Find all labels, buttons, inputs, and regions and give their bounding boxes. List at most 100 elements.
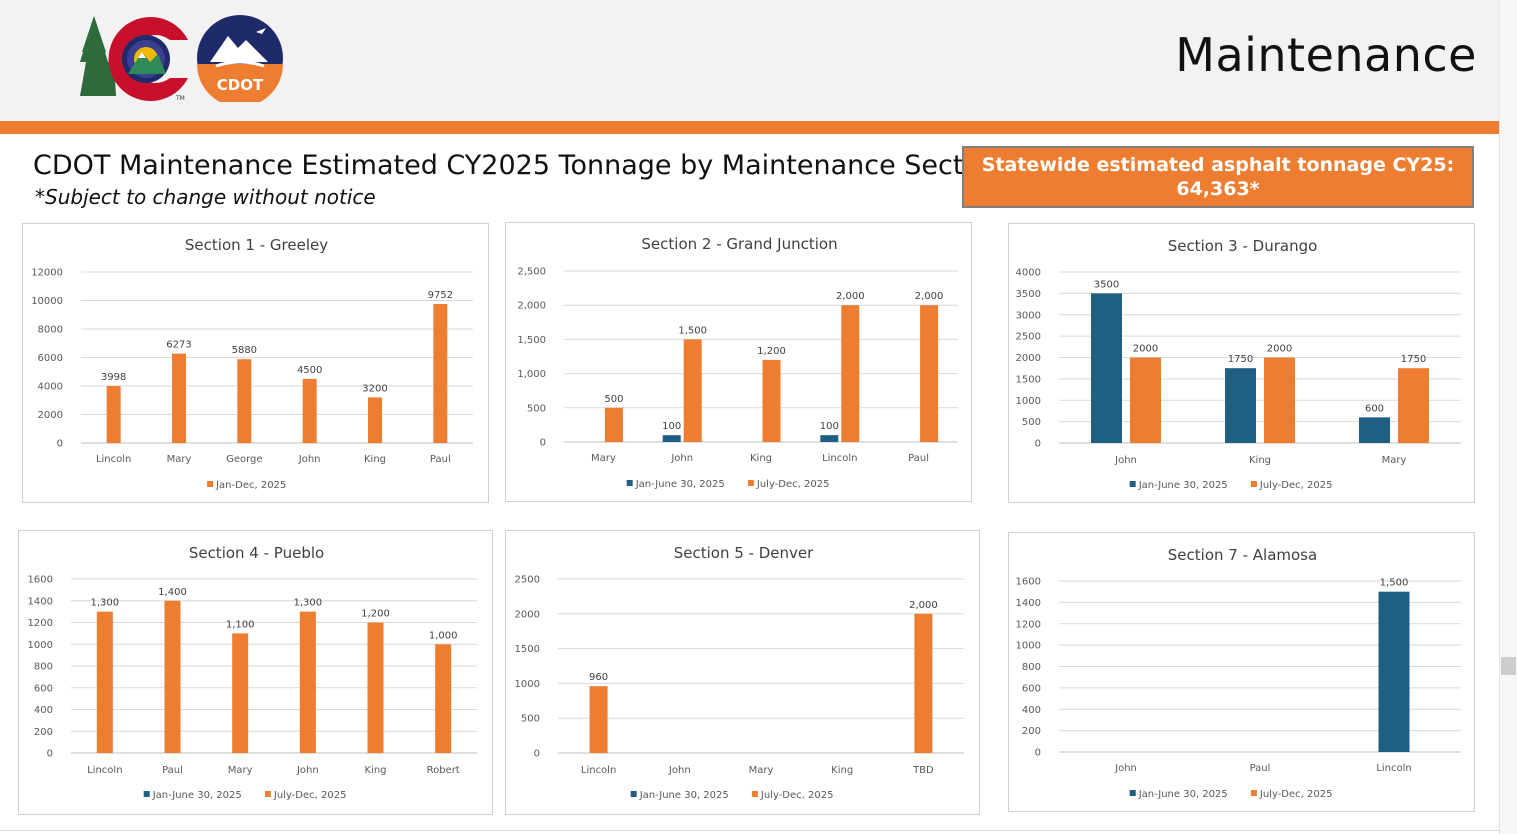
data-label: 2,000 xyxy=(915,291,944,302)
data-label: 1,000 xyxy=(429,630,458,641)
y-tick-label: 1600 xyxy=(28,575,53,586)
bar xyxy=(920,305,939,442)
data-label: 9752 xyxy=(428,290,453,301)
x-tick-label: Lincoln xyxy=(581,765,616,776)
y-tick-label: 400 xyxy=(34,705,53,716)
legend-swatch xyxy=(1129,481,1136,487)
chart-panel-section-7: Section 7 - Alamosa 0 200 400 600 800 1000 1200… xyxy=(1008,532,1475,812)
y-tick-label: 1400 xyxy=(28,596,53,607)
bar xyxy=(1359,417,1390,443)
bar xyxy=(106,386,121,443)
y-tick-label: 800 xyxy=(1022,662,1041,673)
legend-label: July-Dec, 2025 xyxy=(1259,789,1333,800)
x-tick-label: John xyxy=(1114,763,1137,774)
y-tick-label: 500 xyxy=(1022,417,1041,428)
bar xyxy=(302,378,317,443)
legend-swatch xyxy=(630,791,637,797)
chart-title: Section 2 - Grand Junction xyxy=(641,235,837,253)
y-tick-label: 4000 xyxy=(1016,268,1041,279)
y-tick-label: 1200 xyxy=(1016,619,1041,630)
bar xyxy=(435,644,452,753)
bar xyxy=(368,397,382,443)
report-subtitle: *Subject to change without notice xyxy=(35,185,376,209)
statewide-tonnage-callout: Statewide estimated asphalt tonnage CY25… xyxy=(962,146,1474,208)
data-label: 6273 xyxy=(166,340,191,351)
y-tick-label: 400 xyxy=(1022,705,1041,716)
chart-svg: Section 2 - Grand Junction 0 500 1,000 1,500… xyxy=(517,235,958,490)
chart-title: Section 5 - Denver xyxy=(674,544,814,562)
bar xyxy=(683,339,702,442)
legend-label: Jan-June 30, 2025 xyxy=(635,479,725,490)
y-tick-label: 2,500 xyxy=(517,267,546,278)
data-label: 2000 xyxy=(1133,344,1158,355)
data-label: 3998 xyxy=(101,372,126,383)
legend-swatch xyxy=(751,791,758,797)
y-tick-label: 1000 xyxy=(515,679,540,690)
data-label: 1750 xyxy=(1228,354,1253,365)
legend-label: July-Dec, 2025 xyxy=(1259,480,1333,491)
y-tick-label: 800 xyxy=(34,662,53,673)
y-tick-label: 1600 xyxy=(1016,577,1041,588)
x-tick-label: King xyxy=(750,453,772,464)
chart-title: Section 7 - Alamosa xyxy=(1168,546,1317,564)
x-tick-label: Mary xyxy=(749,765,774,776)
legend-swatch xyxy=(1129,790,1136,796)
data-label: 1,300 xyxy=(294,598,323,609)
y-tick-label: 0 xyxy=(1035,439,1041,450)
y-tick-label: 1000 xyxy=(28,640,53,651)
data-label: 5880 xyxy=(232,345,257,356)
y-tick-label: 500 xyxy=(527,403,546,414)
legend-swatch xyxy=(143,791,150,797)
x-tick-label: Mary xyxy=(228,765,253,776)
cdot-logo: CDOT xyxy=(197,15,283,102)
y-tick-label: 0 xyxy=(1035,748,1041,759)
chart-panel-section-4: Section 4 - Pueblo 0 200 400 600 800 1000 1200 1… xyxy=(18,530,493,815)
y-tick-label: 8000 xyxy=(38,325,63,336)
data-label: 3200 xyxy=(362,383,387,394)
x-tick-label: John xyxy=(668,765,691,776)
legend-label: July-Dec, 2025 xyxy=(273,790,347,801)
bar xyxy=(1264,357,1295,443)
y-tick-label: 600 xyxy=(34,683,53,694)
y-tick-label: 1000 xyxy=(1016,396,1041,407)
data-label: 4500 xyxy=(297,365,322,376)
x-tick-label: John xyxy=(670,453,693,464)
y-tick-label: 2000 xyxy=(38,410,63,421)
bar xyxy=(237,359,252,443)
data-label: 2,000 xyxy=(909,600,938,611)
legend-label: Jan-June 30, 2025 xyxy=(1138,480,1228,491)
y-tick-label: 1,000 xyxy=(517,369,546,380)
callout-value: 64,363* xyxy=(1176,178,1260,200)
x-tick-label: Mary xyxy=(167,454,192,465)
x-tick-label: Paul xyxy=(162,765,183,776)
x-tick-label: Paul xyxy=(908,453,929,464)
legend-swatch xyxy=(207,481,214,487)
scrollbar-thumb[interactable] xyxy=(1501,657,1516,675)
x-tick-label: Paul xyxy=(1250,763,1271,774)
report-title: CDOT Maintenance Estimated CY2025 Tonnag… xyxy=(33,150,1005,181)
x-tick-label: George xyxy=(226,454,262,465)
y-tick-label: 2,000 xyxy=(517,301,546,312)
data-label: 2000 xyxy=(1267,344,1292,355)
y-tick-label: 1,500 xyxy=(517,335,546,346)
data-label: 1,400 xyxy=(158,587,187,598)
x-tick-label: Mary xyxy=(1382,455,1407,466)
data-label: 600 xyxy=(1365,403,1384,414)
y-tick-label: 1500 xyxy=(515,644,540,655)
chart-panel-section-1: Section 1 - Greeley 0 2000 4000 6000 8000 1000… xyxy=(22,223,489,503)
data-label: 1,500 xyxy=(1380,578,1409,589)
chart-title: Section 4 - Pueblo xyxy=(189,544,324,562)
data-label: 100 xyxy=(820,421,839,432)
data-label: 1750 xyxy=(1401,354,1426,365)
legend-label: July-Dec, 2025 xyxy=(760,790,834,801)
x-tick-label: Lincoln xyxy=(87,765,122,776)
legend-label: Jan-June 30, 2025 xyxy=(152,790,242,801)
x-tick-label: John xyxy=(298,454,321,465)
bar xyxy=(96,611,113,753)
bar xyxy=(164,600,181,753)
chart-title: Section 1 - Greeley xyxy=(185,236,328,254)
x-tick-label: Paul xyxy=(430,454,451,465)
data-label: 100 xyxy=(662,421,681,432)
bar xyxy=(762,359,781,442)
vertical-scrollbar[interactable] xyxy=(1499,0,1517,834)
